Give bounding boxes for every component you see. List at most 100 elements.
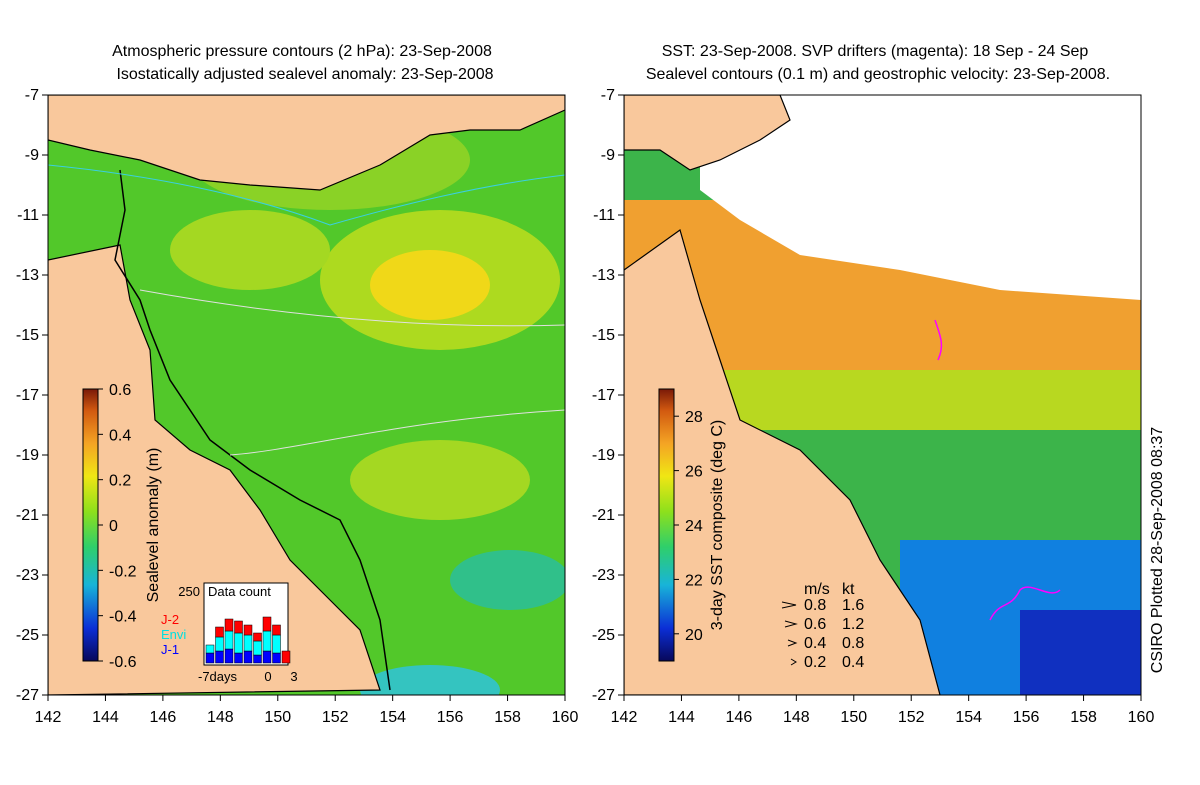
sla-colorbar-tick-label: -0.6 <box>109 654 137 671</box>
right-x-tick-label: 154 <box>955 709 982 726</box>
data-count-inset: Data count 250 -7days 0 3 J-2 Envi J-1 <box>161 582 298 684</box>
left-x-tick-label: 154 <box>379 709 406 726</box>
sst-colorbar-tick-label: 26 <box>685 464 703 481</box>
data-count-bar-j2 <box>243 624 253 636</box>
data-count-bar-j1 <box>272 652 281 664</box>
data-count-bar-j2 <box>234 620 243 634</box>
data-count-bar-j2 <box>281 650 291 664</box>
velocity-arrow-icon <box>790 658 797 666</box>
right-x-tick-label: 156 <box>1013 709 1040 726</box>
sla-colorbar-tick-label: -0.4 <box>109 609 137 626</box>
sla-low-blob <box>360 665 500 695</box>
left-y-tick-label: -27 <box>16 687 39 704</box>
velocity-legend-ms: 0.6 <box>804 616 826 633</box>
right-panel: SST: 23-Sep-2008. SVP drifters (magenta)… <box>592 43 1166 726</box>
left-y-ticks: -7 -9 -11 -13 -15 -17 -19 -21 -23 -25 -27 <box>16 87 48 704</box>
velocity-legend-ms: 0.2 <box>804 654 826 671</box>
right-title-line1: SST: 23-Sep-2008. SVP drifters (magenta)… <box>662 43 1089 60</box>
sst-colorbar: 28 26 24 22 20 3-day SST composite (deg C) <box>658 388 726 662</box>
velocity-legend-ms: 0.8 <box>804 597 826 614</box>
right-x-tick-label: 146 <box>726 709 753 726</box>
pressure-contour <box>139 289 565 327</box>
data-count-title: Data count <box>208 584 271 599</box>
left-x-tick-label: 144 <box>92 709 119 726</box>
left-title-line1: Atmospheric pressure contours (2 hPa): 2… <box>112 43 492 60</box>
velocity-legend-header-kt: kt <box>842 581 855 598</box>
land-australia <box>48 244 381 695</box>
credit-text: CSIRO Plotted 28-Sep-2008 08:37 <box>1149 427 1166 673</box>
data-count-bar-j2 <box>224 618 234 632</box>
sla-colorbar-label: Sealevel anomaly (m) <box>145 448 162 603</box>
data-count-bar-envi <box>272 634 281 654</box>
shelf-contour <box>114 169 391 691</box>
sla-colorbar: 0.6 0.4 0.2 0 -0.2 -0.4 -0.6 Sealevel anomaly … <box>82 382 162 671</box>
land-new-guinea <box>624 95 791 171</box>
legend-envi: Envi <box>161 627 186 642</box>
right-y-tick-label: -9 <box>601 147 615 164</box>
left-x-tick-label: 158 <box>494 709 521 726</box>
left-y-tick-label: -11 <box>17 207 39 224</box>
data-count-bar-j2 <box>262 616 272 632</box>
left-x-tick-label: 142 <box>35 709 62 726</box>
sla-high-blob <box>170 210 330 290</box>
velocity-legend: m/s kt 0.8 1.6 0.6 1.2 0.4 0.8 0.2 0.4 <box>781 581 864 671</box>
left-y-tick-label: -25 <box>16 627 39 644</box>
left-y-tick-label: -7 <box>25 87 39 104</box>
velocity-legend-ms: 0.4 <box>804 635 826 652</box>
data-count-bar-j1 <box>262 650 272 664</box>
left-map <box>48 95 565 695</box>
right-y-tick-label: -15 <box>592 327 615 344</box>
data-count-bar-envi <box>253 640 262 656</box>
right-x-tick-label: 160 <box>1128 709 1155 726</box>
right-map <box>624 95 1141 695</box>
data-count-bar-envi <box>234 632 243 654</box>
right-title-line2: Sealevel contours (0.1 m) and geostrophi… <box>646 66 1110 83</box>
right-x-tick-label: 144 <box>668 709 695 726</box>
data-count-bar-envi <box>215 636 224 652</box>
left-x-tick-label: 152 <box>322 709 349 726</box>
right-x-tick-label: 152 <box>898 709 925 726</box>
right-y-tick-label: -17 <box>592 387 615 404</box>
right-y-tick-label: -7 <box>601 87 615 104</box>
left-y-tick-label: -9 <box>25 147 39 164</box>
data-count-bar-j1 <box>243 650 253 664</box>
velocity-legend-header-ms: m/s <box>804 581 830 598</box>
data-count-bar-envi <box>262 630 272 652</box>
left-y-tick-label: -21 <box>16 507 39 524</box>
legend-j2: J-2 <box>161 612 179 627</box>
right-y-ticks: -7 -9 -11 -13 -15 -17 -19 -21 -23 -25 -27 <box>592 87 624 704</box>
sst-colorbar-label: 3-day SST composite (deg C) <box>709 420 726 630</box>
cloud-mask <box>700 95 1141 300</box>
data-count-bar-j2 <box>253 632 262 642</box>
velocity-arrow-icon <box>781 601 797 609</box>
right-x-ticks: 142 144 146 148 150 152 154 156 158 160 <box>611 695 1155 726</box>
left-panel: Atmospheric pressure contours (2 hPa): 2… <box>16 43 579 726</box>
data-count-bar-j2 <box>272 624 281 636</box>
left-y-tick-label: -23 <box>16 567 39 584</box>
sla-high-core <box>370 250 490 320</box>
right-y-tick-label: -19 <box>592 447 615 464</box>
sst-cold-corner <box>1020 610 1141 695</box>
data-count-bar-j2 <box>215 626 224 638</box>
sst-colorbar-tick-label: 24 <box>685 518 703 535</box>
right-y-tick-label: -23 <box>592 567 615 584</box>
sst-colorbar-tick-label: 28 <box>685 409 703 426</box>
sla-colorbar-ticks: 0.6 0.4 0.2 0 -0.2 -0.4 -0.6 <box>98 382 137 671</box>
pressure-contour <box>229 409 565 456</box>
velocity-arrow-icon <box>784 620 798 628</box>
left-title-line2: Isostatically adjusted sealevel anomaly:… <box>116 66 493 83</box>
data-count-bar-j1 <box>224 648 234 664</box>
right-x-tick-label: 150 <box>840 709 867 726</box>
left-y-tick-label: -19 <box>16 447 39 464</box>
right-y-tick-label: -27 <box>592 687 615 704</box>
right-x-tick-label: 158 <box>1070 709 1097 726</box>
left-x-tick-label: 156 <box>437 709 464 726</box>
left-y-tick-label: -17 <box>16 387 39 404</box>
sst-colorbar-tick-label: 20 <box>685 627 703 644</box>
velocity-legend-kt: 1.6 <box>842 597 864 614</box>
sla-high-blob <box>350 440 530 520</box>
right-y-tick-label: -21 <box>592 507 615 524</box>
data-count-bar-j1 <box>215 650 224 664</box>
velocity-legend-kt: 0.4 <box>842 654 864 671</box>
